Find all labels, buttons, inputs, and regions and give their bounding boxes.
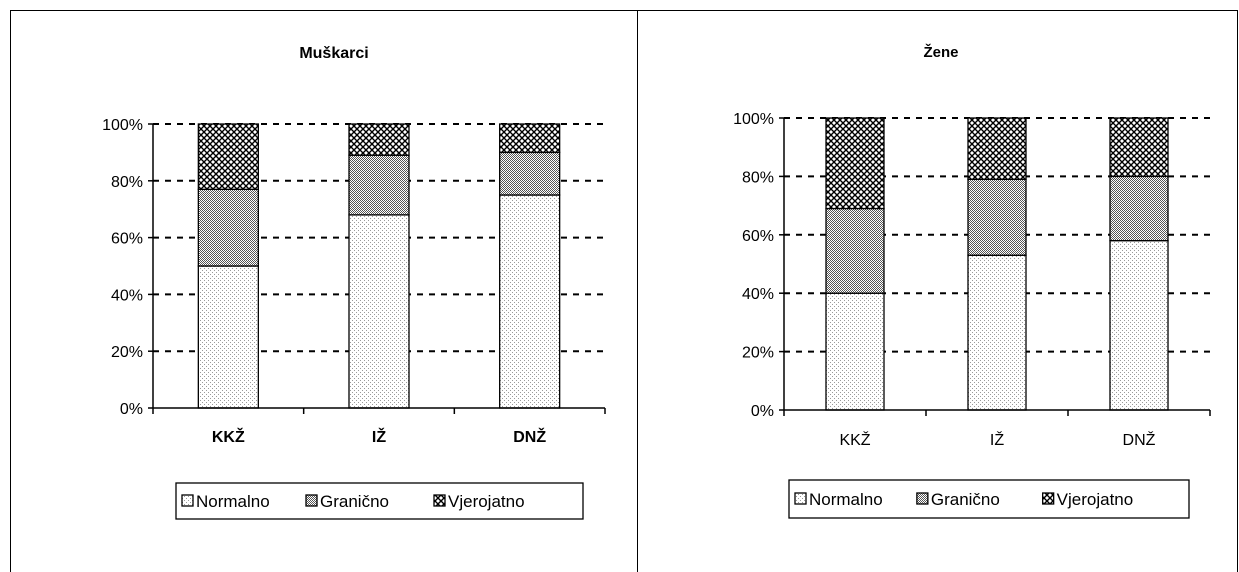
- chart-title: Žene: [923, 43, 958, 61]
- legend-label: Granično: [931, 490, 1000, 509]
- legend-label: Vjerojatno: [448, 492, 525, 511]
- y-tick-label: 60%: [111, 231, 143, 248]
- legend-swatch-normalno: [794, 492, 807, 505]
- bar-segment-granično: [825, 207, 885, 294]
- bar-segment-vjerojatno: [825, 117, 885, 210]
- x-tick-label: KKŽ: [212, 427, 245, 446]
- bar-segment-vjerojatno: [348, 123, 410, 156]
- legend-swatch-vjerojatno: [1042, 492, 1055, 505]
- x-tick-label: IŽ: [372, 427, 386, 446]
- y-tick-label: 0%: [120, 401, 143, 418]
- bar-segment-granično: [197, 188, 259, 267]
- x-tick-label: KKŽ: [839, 430, 870, 449]
- bar-segment-normalno: [967, 254, 1027, 411]
- x-tick-label: DNŽ: [1123, 430, 1156, 449]
- x-tick-label: IŽ: [990, 430, 1004, 449]
- bar-segment-granično: [1109, 175, 1169, 242]
- chart-zene: Žene 0% 20% 40% 60% 80% 100% KKŽ IŽ DNŽ Normalno Gr…: [733, 43, 1211, 519]
- y-tick-label: 0%: [751, 403, 774, 420]
- y-tick-label: 100%: [102, 117, 143, 134]
- y-tick-label: 80%: [742, 169, 774, 186]
- bar-segment-vjerojatno: [967, 117, 1027, 180]
- legend-swatch-granično: [916, 492, 929, 505]
- bar-segment-vjerojatno: [1109, 117, 1169, 178]
- bar-segment-vjerojatno: [197, 123, 259, 190]
- y-tick-label: 60%: [742, 228, 774, 245]
- y-tick-label: 80%: [111, 174, 143, 191]
- bar-segment-granično: [348, 154, 410, 216]
- legend-swatch-normalno: [181, 494, 194, 507]
- chart-muskarci: Muškarci 0% 20% 40% 60% 80% 100% KKŽ IŽ DNŽ Normal…: [102, 45, 606, 520]
- y-tick-label: 40%: [111, 287, 143, 304]
- bar-segment-normalno: [1109, 239, 1169, 411]
- y-tick-label: 20%: [742, 345, 774, 362]
- bar-segment-normalno: [197, 265, 259, 409]
- chart-title: Muškarci: [299, 45, 368, 62]
- bar-segment-granično: [967, 178, 1027, 256]
- legend-label: Normalno: [809, 490, 883, 509]
- legend-box: [788, 479, 1190, 519]
- legend-swatch-vjerojatno: [433, 494, 446, 507]
- legend: Normalno Granično Vjerojatno: [788, 479, 1190, 519]
- bar-segment-normalno: [825, 292, 885, 411]
- bar-segment-normalno: [348, 214, 410, 409]
- outer-border: [10, 10, 1238, 572]
- y-tick-label: 100%: [733, 111, 774, 128]
- legend-swatch-granično: [305, 494, 318, 507]
- legend-label: Normalno: [196, 492, 270, 511]
- bar-segment-normalno: [499, 194, 561, 409]
- y-tick-label: 40%: [742, 286, 774, 303]
- bar-segment-vjerojatno: [499, 123, 561, 154]
- y-tick-label: 20%: [111, 344, 143, 361]
- legend-label: Granično: [320, 492, 389, 511]
- legend-label: Vjerojatno: [1057, 490, 1134, 509]
- legend: Normalno Granično Vjerojatno: [175, 482, 584, 520]
- x-tick-label: DNŽ: [513, 427, 546, 446]
- bar-segment-granično: [499, 151, 561, 196]
- legend-box: [175, 482, 584, 520]
